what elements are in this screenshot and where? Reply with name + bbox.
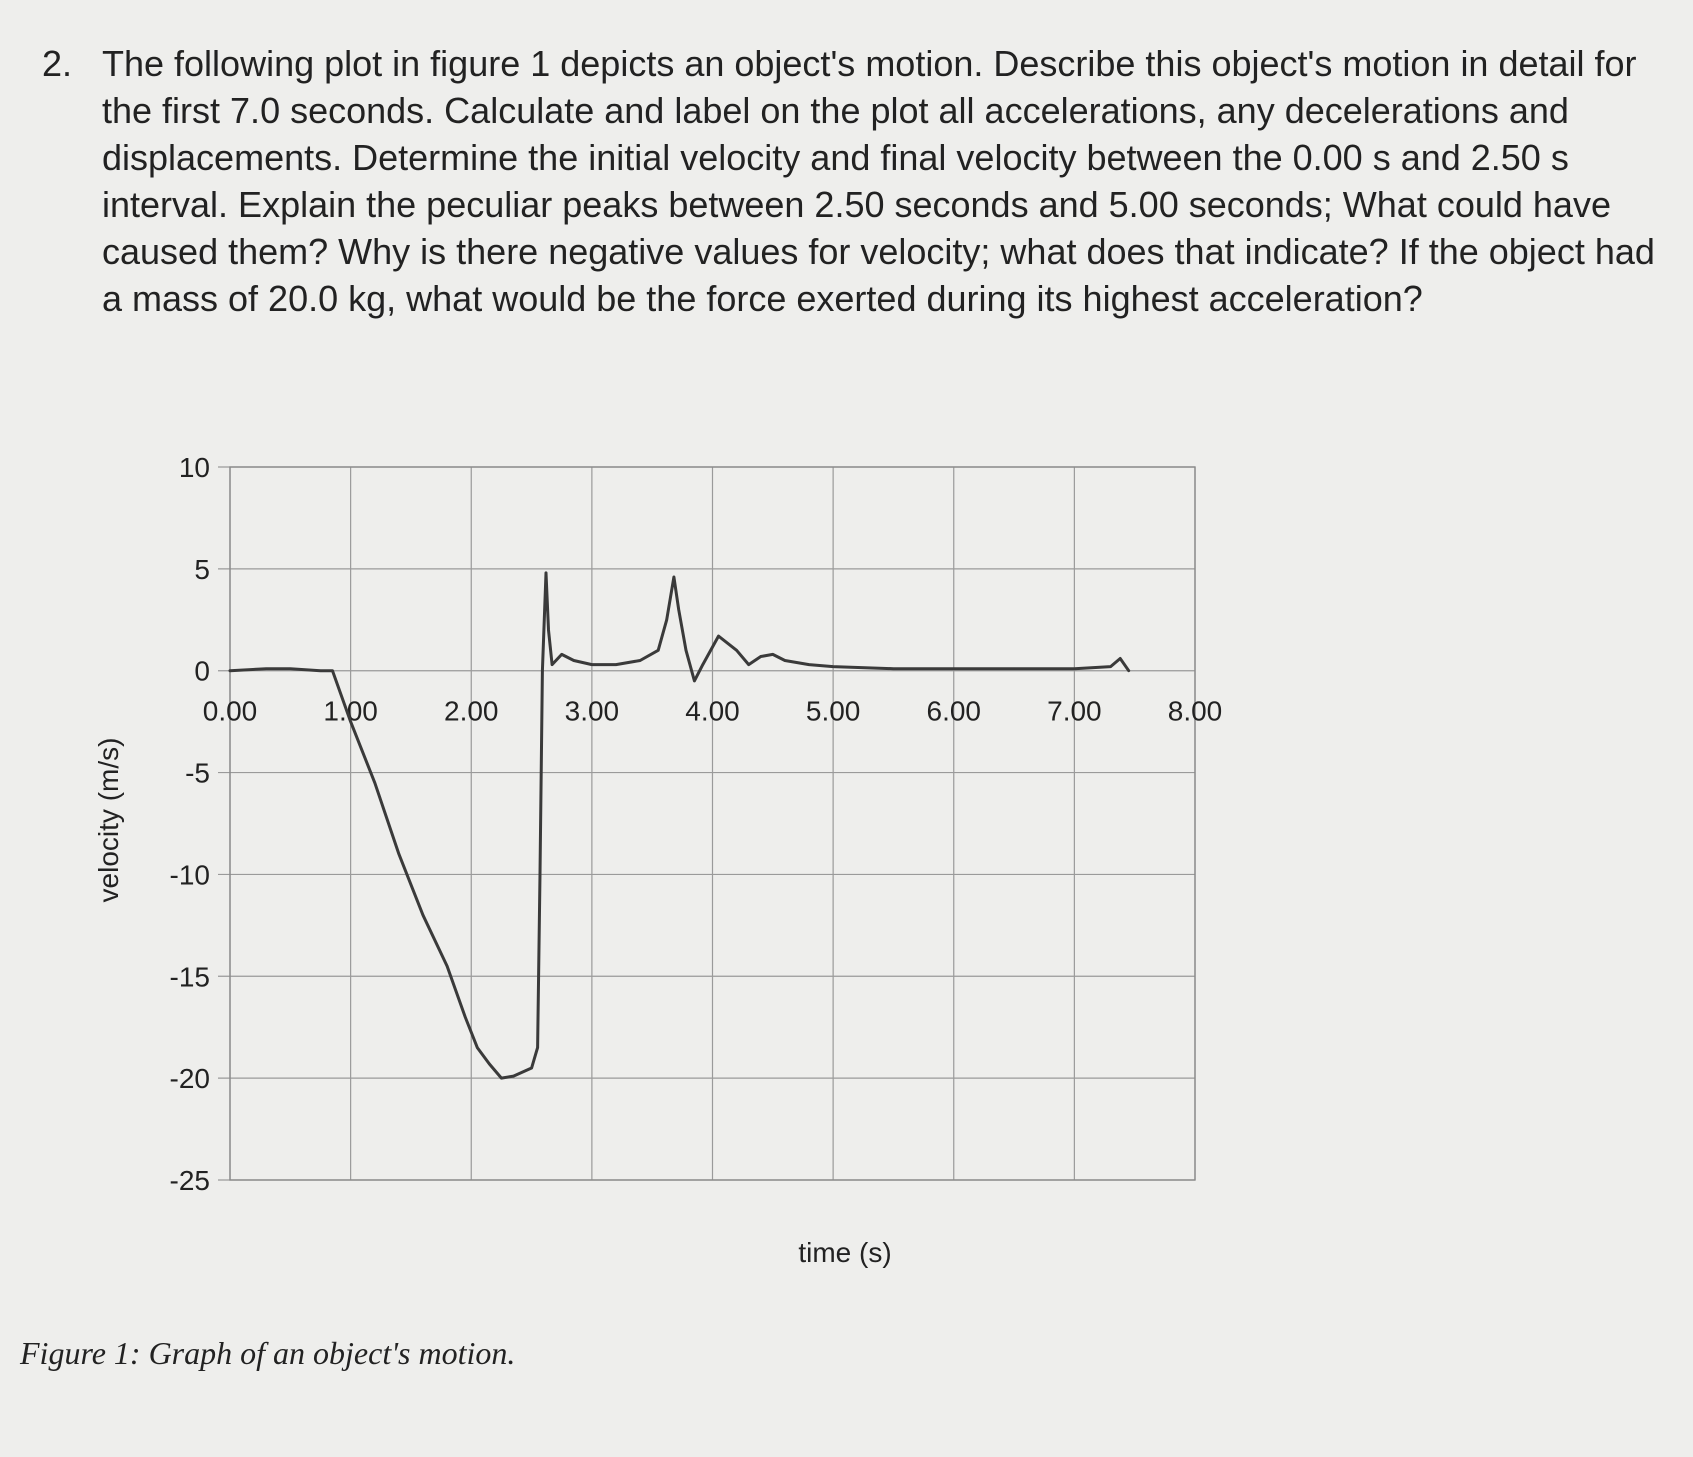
data-point [638, 659, 642, 662]
data-point [536, 1046, 539, 1049]
x-tick-label: 0.00 [203, 696, 258, 727]
data-point [512, 1074, 515, 1078]
y-tick-label: -15 [170, 961, 210, 992]
data-point [538, 873, 542, 876]
y-tick-label: -20 [170, 1063, 210, 1094]
x-tick-label: 2.00 [444, 696, 499, 727]
question-text: The following plot in figure 1 depicts a… [102, 43, 1655, 319]
x-axis-label: time (s) [798, 1237, 891, 1268]
data-point [1127, 669, 1130, 672]
y-tick-label: -10 [170, 859, 210, 890]
data-point [892, 667, 895, 670]
data-point [807, 663, 811, 666]
figure-caption: Figure 1: Graph of an object's motion. [20, 1335, 516, 1371]
data-point [397, 852, 401, 856]
data-point [1012, 667, 1016, 670]
y-axis-label: velocity (m/s) [93, 738, 124, 903]
data-point [717, 634, 720, 638]
x-tick-label: 4.00 [685, 696, 740, 727]
data-point [228, 669, 232, 672]
plot-frame [229, 466, 1196, 1181]
data-point [373, 781, 376, 784]
data-point [614, 663, 618, 666]
data-point [759, 655, 762, 658]
data-point [665, 618, 668, 621]
data-point [657, 649, 660, 652]
y-tick-label: 10 [179, 452, 210, 483]
data-point [476, 1046, 479, 1049]
data-point [952, 667, 955, 670]
x-tick-label: 7.00 [1047, 696, 1102, 727]
data-point [544, 571, 548, 575]
data-point [421, 913, 425, 917]
x-tick-label: 5.00 [806, 696, 861, 727]
data-point [349, 720, 352, 723]
data-point [701, 663, 705, 666]
velocity-series-line [228, 571, 1131, 1080]
y-tick-label: -25 [170, 1165, 210, 1196]
data-point [289, 667, 292, 670]
x-tick-label: 8.00 [1168, 696, 1223, 727]
y-tick-label: 0 [194, 656, 210, 687]
data-point [331, 669, 334, 672]
data-point [560, 653, 563, 656]
data-point [572, 659, 575, 662]
y-tick-labels: 10 5 0 -5 -10 -15 -20 -25 [170, 452, 210, 1196]
data-point [672, 575, 676, 579]
x-tick-labels: 0.00 1.00 2.00 3.00 4.00 5.00 6.00 7.00 8.00 [203, 696, 1223, 727]
data-point [747, 663, 750, 666]
data-point [677, 608, 680, 611]
y-tick-label: -5 [185, 758, 210, 789]
data-point [319, 669, 322, 672]
data-point [831, 665, 835, 668]
data-point [264, 667, 268, 670]
data-point [445, 964, 449, 968]
data-point [771, 653, 775, 656]
data-point [590, 663, 594, 666]
data-point [1073, 667, 1076, 670]
data-point [541, 669, 544, 672]
data-point [547, 628, 550, 632]
x-tick-label: 6.00 [927, 696, 982, 727]
y-tick-label: 5 [194, 554, 210, 585]
data-points [228, 571, 1130, 1080]
data-point [530, 1066, 533, 1070]
x-tick-label: 3.00 [565, 696, 620, 727]
data-point [1119, 657, 1122, 660]
data-point [684, 649, 688, 652]
data-point [735, 649, 738, 652]
chart-grid [218, 466, 1196, 1181]
data-point [500, 1076, 503, 1080]
data-point [550, 663, 554, 666]
plot-border [229, 466, 1196, 1181]
data-point [464, 1015, 467, 1019]
data-point [488, 1062, 491, 1066]
data-point [693, 679, 696, 683]
question-number: 2. [42, 43, 73, 84]
data-point [783, 659, 787, 662]
data-point [1109, 665, 1112, 668]
